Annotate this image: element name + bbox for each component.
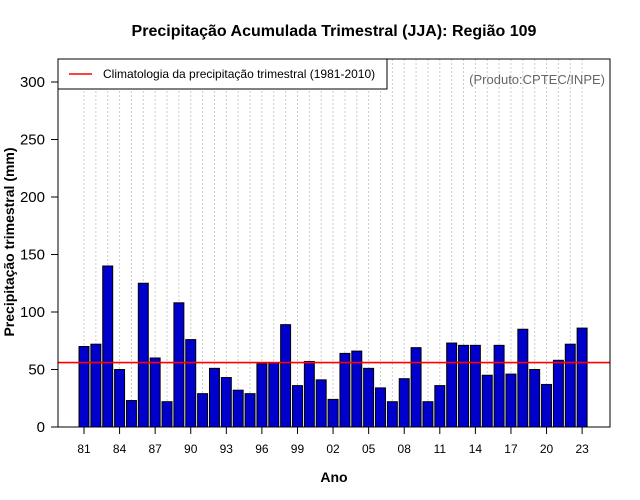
bar-1984	[114, 369, 126, 428]
bar-2010	[422, 401, 434, 428]
bar-2023	[576, 327, 588, 428]
bar-1994	[232, 389, 244, 428]
x-tick-label: 81	[77, 442, 91, 456]
bar-2022	[564, 343, 576, 428]
bar-2001	[315, 379, 327, 428]
bar-1999	[291, 385, 303, 428]
bar-1989	[173, 302, 185, 428]
bar-2015	[481, 374, 493, 428]
x-tick-label: 87	[148, 442, 162, 456]
bar-1983	[102, 265, 114, 428]
bar-1986	[137, 282, 149, 428]
x-tick-label: 84	[113, 442, 127, 456]
bar-2002	[327, 398, 339, 428]
x-tick-label: 11	[434, 442, 447, 456]
bar-2021	[552, 359, 564, 428]
bar-2018	[517, 328, 529, 428]
y-tick-label: 300	[20, 74, 45, 91]
bar-1992	[208, 367, 220, 428]
bar-2017	[505, 373, 517, 428]
bar-2009	[410, 347, 422, 428]
bar-2000	[303, 360, 315, 428]
bar-2019	[529, 369, 541, 428]
y-tick-label: 150	[20, 247, 45, 264]
bar-1995	[244, 393, 256, 428]
x-tick-label: 99	[291, 442, 305, 456]
bar-2003	[339, 352, 351, 428]
y-tick-label: 100	[20, 304, 45, 321]
bar-2014	[469, 344, 481, 428]
x-tick-label: 20	[540, 442, 554, 456]
y-tick-label: 50	[28, 362, 45, 379]
x-tick-label: 96	[255, 442, 269, 456]
bar-1985	[125, 400, 137, 428]
x-tick-label: 05	[362, 442, 376, 456]
x-axis: 81 84 87 90 93 96 99 02 05 08 11 14 17 20 23	[77, 427, 589, 456]
y-axis-label: Precipitação trimestral (mm)	[1, 147, 17, 336]
bar-2007	[386, 401, 398, 428]
bars	[78, 265, 588, 428]
bar-2011	[434, 385, 446, 428]
x-tick-label: 14	[469, 442, 483, 456]
bar-1990	[185, 339, 197, 428]
bar-2013	[458, 344, 470, 428]
bar-2016	[493, 344, 505, 428]
bar-1998	[280, 324, 292, 428]
x-tick-label: 93	[220, 442, 234, 456]
bar-1988	[161, 401, 173, 428]
x-tick-label: 08	[398, 442, 412, 456]
x-axis-label: Ano	[320, 469, 347, 485]
bar-1981	[78, 346, 90, 428]
credit-text: (Produto:CPTEC/INPE)	[469, 72, 605, 87]
legend-box	[57, 58, 388, 90]
bar-2012	[446, 342, 458, 428]
y-axis: 0 50 100 150 200 250 300	[20, 74, 58, 436]
x-tick-label: 90	[184, 442, 198, 456]
y-tick-label: 200	[20, 189, 45, 206]
bar-1987	[149, 357, 161, 428]
legend-label: Climatologia da precipitação trimestral …	[103, 67, 375, 81]
bar-1993	[220, 377, 232, 428]
x-tick-label: 17	[504, 442, 518, 456]
bar-2005	[363, 367, 375, 428]
bar-1996	[256, 363, 268, 428]
x-tick-label: 02	[326, 442, 340, 456]
bar-2008	[398, 378, 410, 428]
bar-1997	[268, 362, 280, 428]
bar-1982	[90, 343, 102, 428]
bar-2006	[375, 387, 386, 428]
y-tick-label: 0	[37, 419, 45, 436]
bar-1991	[197, 393, 209, 428]
grid-lines	[83, 59, 583, 427]
y-tick-label: 250	[20, 132, 45, 149]
legend: Climatologia da precipitação trimestral …	[57, 58, 388, 90]
chart-title: Precipitação Acumulada Trimestral (JJA):…	[132, 23, 537, 40]
bar-2020	[541, 383, 553, 428]
x-tick-label: 23	[575, 442, 589, 456]
